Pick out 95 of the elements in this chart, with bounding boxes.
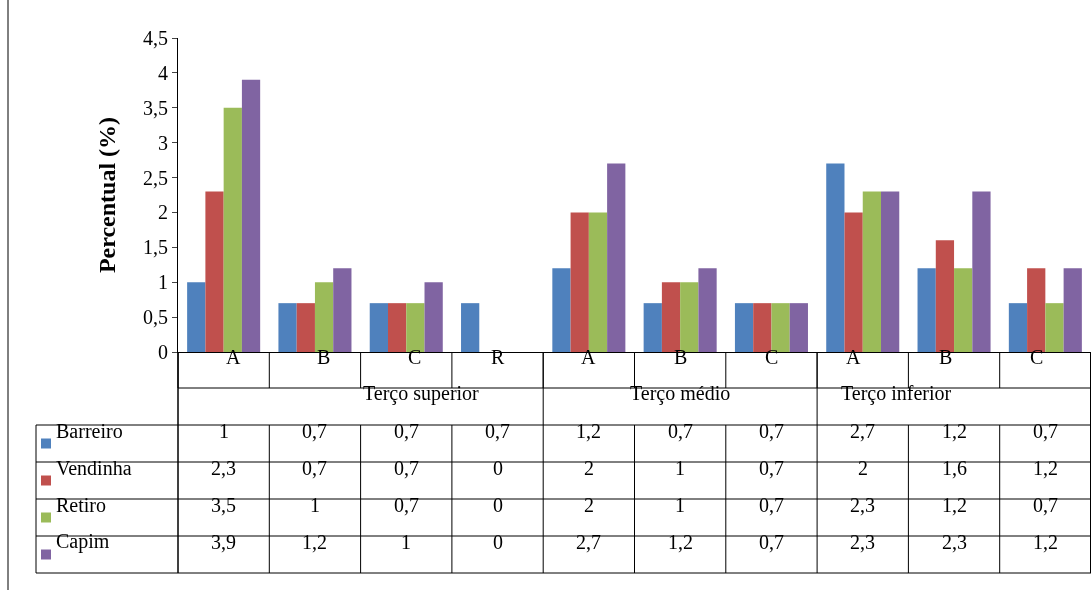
data-label: 0,7	[1033, 420, 1058, 442]
bar	[424, 282, 443, 352]
data-label: 2,3	[850, 494, 875, 516]
data-label: 0,7	[1033, 494, 1058, 516]
y-tick-label: 1,5	[143, 236, 168, 259]
y-tick-label: 3	[158, 131, 168, 154]
data-label: 0,7	[394, 457, 419, 479]
data-label: 1,2	[668, 531, 693, 553]
bar	[296, 303, 315, 352]
data-label: 1,2	[1033, 457, 1058, 479]
bar	[643, 303, 662, 352]
y-tick-label: 4	[158, 61, 168, 84]
data-label: 1,2	[1033, 531, 1058, 553]
legend-label: Vendinha	[56, 457, 132, 479]
legend-label: Capim	[56, 530, 110, 553]
data-label: 1,2	[576, 420, 601, 442]
y-axis-title: Percentual (%)	[94, 116, 121, 274]
y-tick-label: 0,5	[143, 306, 168, 329]
bar	[1008, 303, 1028, 352]
bar	[570, 212, 589, 352]
data-label: 0,7	[759, 494, 784, 516]
data-label: 0,7	[394, 494, 419, 516]
data-label: 2	[584, 457, 594, 479]
data-label: 2,7	[850, 420, 875, 442]
bar	[698, 268, 717, 352]
bar	[387, 303, 407, 352]
data-label: 2	[858, 457, 868, 479]
y-tick-label: 2	[158, 201, 168, 224]
data-label: 3,5	[211, 494, 236, 516]
bar	[607, 163, 626, 352]
bar	[680, 282, 699, 352]
data-label: 0	[493, 494, 503, 516]
data-label: 1,6	[942, 457, 967, 479]
bar	[461, 303, 480, 352]
bar	[588, 212, 608, 352]
bar	[862, 191, 882, 352]
text: Terço inferior	[841, 382, 952, 405]
bar	[661, 282, 681, 352]
data-label: 1	[675, 494, 685, 516]
bar	[1045, 303, 1064, 352]
data-label: 0,7	[302, 420, 327, 442]
y-tick-label: 4,5	[143, 27, 168, 49]
data-label: 1	[401, 531, 411, 553]
bar	[369, 303, 388, 352]
bar	[406, 303, 425, 352]
data-label: 1,2	[942, 494, 967, 516]
bar	[223, 107, 242, 352]
data-label: 0,7	[759, 457, 784, 479]
bar	[314, 282, 334, 352]
bar	[771, 303, 790, 352]
bar	[1027, 268, 1046, 352]
bar	[844, 212, 863, 352]
bar	[826, 163, 845, 352]
legend-label: Barreiro	[56, 420, 123, 442]
data-label: 0	[493, 531, 503, 553]
y-tick-label: 3,5	[143, 96, 168, 119]
data-label: 0,7	[485, 420, 510, 442]
data-label: 0,7	[759, 531, 784, 553]
bar	[954, 268, 973, 352]
data-label: 0,7	[302, 457, 327, 479]
data-label: 0,7	[759, 420, 784, 442]
data-label: 1	[675, 457, 685, 479]
data-label: 2,3	[211, 457, 236, 479]
data-label: 2,3	[850, 531, 875, 553]
data-label: 3,9	[211, 531, 236, 553]
y-tick-label: 0	[158, 341, 168, 363]
bar	[753, 303, 772, 352]
bar	[972, 191, 991, 352]
bar	[552, 268, 571, 352]
bar	[789, 303, 808, 352]
data-label: 1	[219, 420, 229, 442]
data-label: 1,2	[942, 420, 967, 442]
data-label: 1	[310, 494, 320, 516]
y-tick-label: 1	[158, 271, 168, 294]
bar	[205, 191, 224, 352]
bar	[881, 191, 900, 352]
bar	[241, 79, 261, 352]
bar	[333, 268, 352, 352]
data-label: 0	[493, 457, 503, 479]
bar	[187, 282, 206, 352]
bar	[1063, 268, 1082, 352]
bar	[917, 268, 936, 352]
data-label: 2,7	[576, 531, 601, 553]
data-label: 0,7	[394, 420, 419, 442]
data-label: 0,7	[668, 420, 693, 442]
bar	[734, 303, 754, 352]
y-tick-label: 2,5	[143, 166, 168, 189]
bar	[278, 303, 297, 352]
legend-label: Retiro	[56, 494, 106, 516]
text: Terço superior	[363, 382, 480, 405]
data-label: 1,2	[302, 531, 327, 553]
text: Terço médio	[630, 382, 731, 405]
bar	[935, 240, 955, 352]
data-label: 2	[584, 494, 594, 516]
data-label: 2,3	[942, 531, 967, 553]
